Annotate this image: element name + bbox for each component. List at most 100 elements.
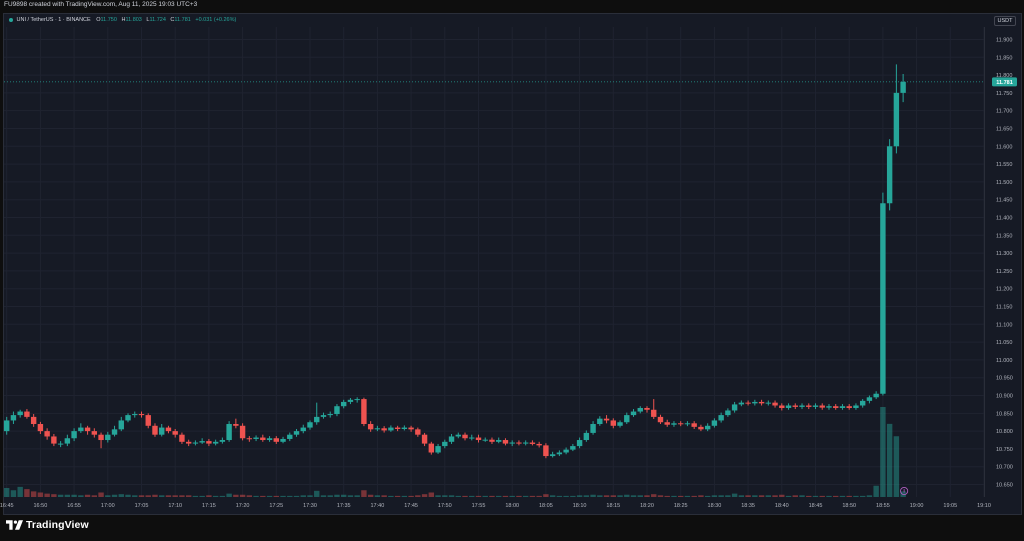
low-value: 11.724 xyxy=(149,17,166,23)
volume-bar xyxy=(806,495,812,497)
volume-bar xyxy=(880,407,886,497)
volume-bar xyxy=(206,495,212,497)
price-tick-label: 11.650 xyxy=(996,126,1012,132)
volume-bar xyxy=(320,495,327,497)
price-tick-label: 11.150 xyxy=(996,305,1012,311)
candle-body xyxy=(24,411,30,417)
volume-bar xyxy=(455,495,461,497)
tradingview-logo[interactable]: TradingView xyxy=(6,518,89,532)
candle-body xyxy=(138,414,145,416)
candle-body xyxy=(401,427,408,429)
volume-bar xyxy=(374,495,381,497)
candle-body xyxy=(772,402,778,406)
candle-body xyxy=(455,434,461,437)
candle-body xyxy=(84,427,91,432)
candle-body xyxy=(340,401,347,407)
symbol-title[interactable]: UNI / TetherUS · 1 · BINANCE xyxy=(16,17,91,23)
candle-body xyxy=(10,415,17,421)
candle-body xyxy=(44,431,50,437)
candle-body xyxy=(549,454,556,457)
candle-body xyxy=(30,416,37,425)
candle-body xyxy=(132,414,138,416)
volume-bar xyxy=(489,495,495,497)
time-tick-label: 18:05 xyxy=(539,503,553,509)
candle-body xyxy=(826,406,832,408)
volume-bar xyxy=(340,494,347,497)
volume-bar xyxy=(866,495,873,497)
volume-bar xyxy=(718,495,724,497)
volume-bar xyxy=(765,495,772,497)
volume-bar xyxy=(873,485,879,497)
volume-bar xyxy=(125,494,131,497)
grid-lines xyxy=(4,27,985,497)
candle-body xyxy=(516,442,522,444)
volume-bar xyxy=(731,493,738,497)
close-value: 11.781 xyxy=(174,17,191,23)
price-tick-label: 11.300 xyxy=(996,251,1012,257)
candle-body xyxy=(644,407,650,410)
price-tick-label: 11.450 xyxy=(996,198,1012,204)
volume-bar xyxy=(226,493,232,497)
volume-bar xyxy=(246,495,253,497)
candle-body xyxy=(657,416,664,423)
currency-button[interactable]: USDT xyxy=(994,16,1016,26)
candle-body xyxy=(57,443,64,445)
market-status-dot xyxy=(9,17,13,22)
volume-bar xyxy=(381,495,387,497)
volume-bar xyxy=(314,490,320,497)
volume-bar xyxy=(421,494,428,497)
price-tick-label: 11.550 xyxy=(996,162,1012,168)
price-tick-label: 11.050 xyxy=(996,340,1012,346)
candle-body xyxy=(118,420,124,430)
volume-bar xyxy=(367,494,374,497)
volume-bar xyxy=(590,494,596,497)
volume-bar xyxy=(502,495,509,497)
candle-body xyxy=(219,440,226,442)
time-tick-label: 17:35 xyxy=(337,503,351,509)
candle-body xyxy=(469,437,475,439)
volume-bar xyxy=(354,495,360,497)
volume-bar xyxy=(64,494,71,497)
volume-bar xyxy=(394,495,401,497)
candle-body xyxy=(624,415,630,423)
volume-bar xyxy=(57,494,64,497)
volume-bar xyxy=(536,495,542,497)
candle-body xyxy=(886,146,893,204)
candle-body xyxy=(314,416,320,423)
time-tick-label: 19:05 xyxy=(943,503,957,509)
price-axis: 11.900 11.850 11.800 11.750 11.700 11.650 11.6… xyxy=(996,37,1013,488)
time-tick-label: 19:10 xyxy=(977,503,991,509)
candle-body xyxy=(327,414,333,416)
candle-body xyxy=(758,401,765,404)
volume-bar xyxy=(853,495,859,497)
candle-body xyxy=(172,431,178,435)
volume-bar xyxy=(347,495,354,497)
candle-body xyxy=(421,434,428,444)
candle-body xyxy=(91,431,98,435)
candle-body xyxy=(64,438,71,444)
candle-body xyxy=(859,400,866,406)
volume-bar xyxy=(91,495,98,497)
candle-body xyxy=(846,406,852,408)
volume-bar xyxy=(219,495,226,497)
volume-bar xyxy=(725,495,731,497)
time-tick-label: 17:15 xyxy=(202,503,216,509)
candle-body xyxy=(394,427,401,429)
volume-bar xyxy=(630,495,637,497)
candle-body xyxy=(691,423,697,427)
volume-bar xyxy=(509,495,515,497)
volume-bar xyxy=(819,495,825,497)
volume-bar xyxy=(516,495,522,497)
volume-bar xyxy=(469,495,475,497)
time-tick-label: 18:15 xyxy=(606,503,620,509)
candle-body xyxy=(408,427,414,430)
candle-body xyxy=(51,436,57,444)
time-tick-label: 18:20 xyxy=(640,503,654,509)
candle-body xyxy=(347,399,354,402)
time-tick-label: 18:55 xyxy=(876,503,890,509)
volume-bar xyxy=(71,494,77,497)
time-tick-label: 17:20 xyxy=(236,503,250,509)
volume-bar xyxy=(415,495,421,497)
volume-bar xyxy=(677,495,684,497)
